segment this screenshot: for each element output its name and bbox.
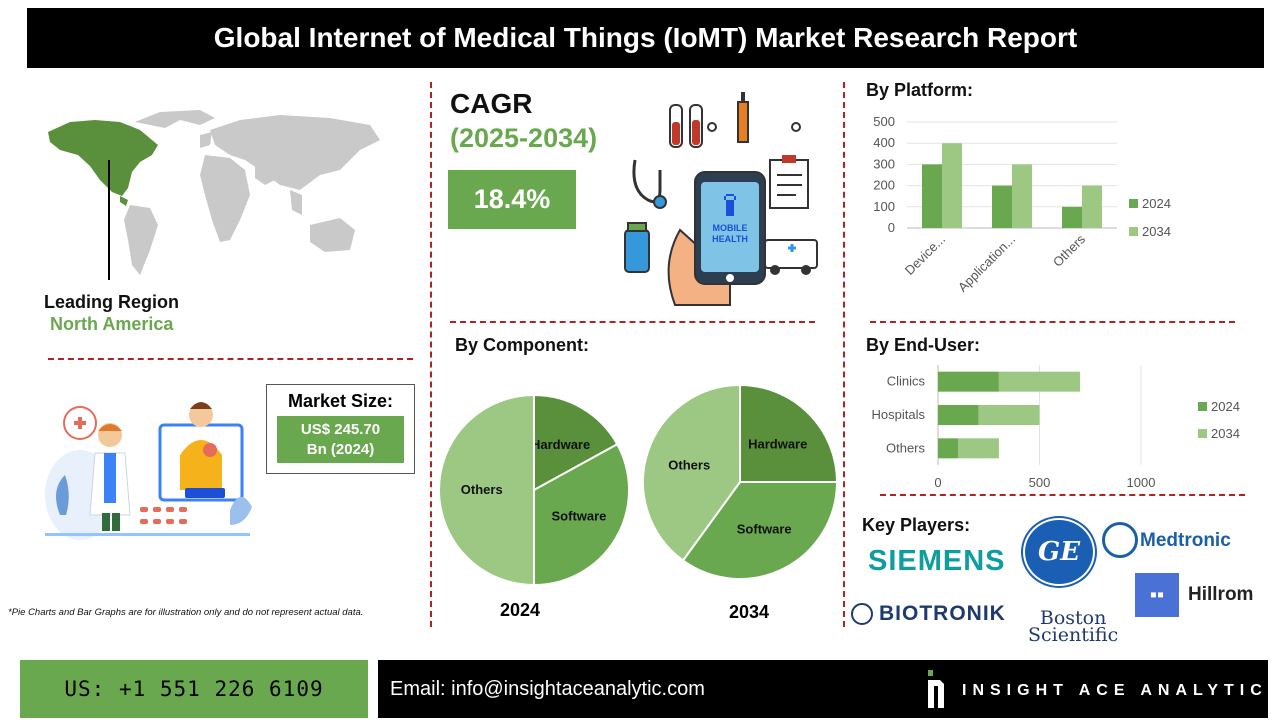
x-tick-label: Device... xyxy=(902,232,948,278)
enduser-bar-2024-2 xyxy=(938,405,979,425)
x-tick-label: Others xyxy=(1050,231,1089,270)
x-tick-label: 500 xyxy=(1029,475,1051,490)
brand-name: INSIGHT ACE ANALYTIC xyxy=(962,682,1268,699)
mobile-screen-text-1: MOBILE xyxy=(712,223,748,233)
boston-scientific-line1: Boston xyxy=(1039,607,1107,629)
pie-2024-year: 2024 xyxy=(500,600,541,620)
medtronic-icon xyxy=(1102,522,1138,558)
platform-bar-2034-2 xyxy=(1012,164,1032,228)
pie-slice-software-2024 xyxy=(533,442,630,587)
ge-logo: GE xyxy=(1023,518,1095,586)
y-tick-label: 0 xyxy=(888,220,895,235)
enduser-bar-2034-1 xyxy=(998,371,1081,392)
disclaimer-note: *Pie Charts and Bar Graphs are for illus… xyxy=(8,607,364,618)
pie-slice-others-2024 xyxy=(438,393,535,587)
y-tick-label: 200 xyxy=(873,178,895,193)
enduser-bar-2024-1 xyxy=(938,371,999,392)
legend-label-2024: 2024 xyxy=(1211,399,1240,414)
divider-left xyxy=(430,82,432,627)
market-size-label: Market Size: xyxy=(287,391,394,411)
boston-scientific-line2: Scientific xyxy=(1028,624,1119,646)
pie-slice-others-2034 xyxy=(642,383,741,562)
pie-slice-hardware-2024 xyxy=(533,393,619,492)
boston-scientific-logo: Boston Scientific xyxy=(1028,607,1119,646)
y-tick-label: Others xyxy=(886,440,926,455)
telemedicine-illustration-icon xyxy=(45,402,252,540)
leading-region-label: Leading Region xyxy=(44,292,179,312)
ge-logo-text: GE xyxy=(1037,537,1081,567)
cagr-period: (2025-2034) xyxy=(450,123,598,153)
biotronik-logo: BIOTRONIK xyxy=(879,602,1006,625)
platform-bar-chart: 0 100 200 300 400 500 Device... Application... O… xyxy=(873,114,1171,295)
pie-label-software: Software xyxy=(552,509,607,524)
y-tick-label: Clinics xyxy=(887,374,926,389)
legend-swatch-2024 xyxy=(1198,402,1207,411)
y-tick-label: 300 xyxy=(873,156,895,171)
legend-swatch-2034 xyxy=(1129,227,1138,236)
y-tick-label: 100 xyxy=(873,199,895,214)
key-players-title: Key Players: xyxy=(862,515,971,535)
pie-label-hardware: Hardware xyxy=(531,437,590,452)
component-pie-charts: Hardware Software Others Hardware Software Ot… xyxy=(438,383,839,587)
market-size-box: Market Size: US$ 245.70 Bn (2024) xyxy=(266,384,415,474)
enduser-bar-chart: 0 500 1000 Clinics Hospitals Others 2024 2034 xyxy=(872,365,1240,490)
legend-label-2024: 2024 xyxy=(1142,196,1171,211)
enduser-bar-2024-3 xyxy=(938,438,959,459)
pie-label-hardware: Hardware xyxy=(748,436,807,451)
market-size-value-line2: Bn (2024) xyxy=(306,440,375,458)
pie-label-others: Others xyxy=(668,458,710,473)
legend-swatch-2024 xyxy=(1129,199,1138,208)
platform-title: By Platform: xyxy=(866,80,974,100)
platform-bar-2024-3 xyxy=(1062,206,1082,228)
cagr-value: 18.4% xyxy=(448,170,576,229)
enduser-bar-2034-3 xyxy=(958,438,999,459)
market-size-value-line1: US$ 245.70 xyxy=(300,420,381,438)
mobile-screen-text-2: HEALTH xyxy=(712,234,748,244)
market-size-value: US$ 245.70 Bn (2024) xyxy=(277,416,404,463)
platform-bar-2034-3 xyxy=(1082,185,1102,228)
divider-right xyxy=(843,82,845,627)
y-tick-label: 400 xyxy=(873,135,895,150)
report-title: Global Internet of Medical Things (IoMT)… xyxy=(27,8,1264,68)
brand-logo-icon xyxy=(928,670,944,708)
x-tick-label: Application... xyxy=(955,232,1018,295)
world-map-icon xyxy=(48,110,380,275)
divider-enduser xyxy=(880,494,1245,496)
legend-label-2034: 2034 xyxy=(1211,426,1240,441)
footer-bar: Email: info@insightaceanalytic.com INSIG… xyxy=(378,660,1268,718)
divider-cagr xyxy=(450,321,815,323)
y-tick-label: Hospitals xyxy=(872,407,926,422)
x-tick-label: 1000 xyxy=(1127,475,1156,490)
siemens-logo: SIEMENS xyxy=(868,545,1006,577)
platform-bar-2024-2 xyxy=(992,185,1012,228)
medtronic-logo: Medtronic xyxy=(1140,530,1231,551)
pie-label-software: Software xyxy=(737,522,792,537)
x-tick-label: 0 xyxy=(934,475,941,490)
contact-email[interactable]: Email: info@insightaceanalytic.com xyxy=(390,678,705,700)
mobile-health-illustration: MOBILE HEALTH xyxy=(620,90,825,310)
enduser-bar-2034-2 xyxy=(978,405,1040,425)
biotronik-icon xyxy=(851,603,873,625)
mobile-health-icon xyxy=(624,92,818,306)
enduser-title: By End-User: xyxy=(866,335,981,355)
pie-label-others: Others xyxy=(461,482,503,497)
pie-slice-hardware-2034 xyxy=(739,383,839,483)
region-pointer-line xyxy=(108,160,110,280)
y-tick-label: 500 xyxy=(873,114,895,129)
divider-region xyxy=(48,358,413,360)
leading-region-value: North America xyxy=(50,314,174,334)
pie-2034-year: 2034 xyxy=(729,602,770,622)
hillrom-icon: ▪▪ xyxy=(1135,573,1179,617)
pie-slice-software-2034 xyxy=(681,481,839,580)
platform-bar-2024-1 xyxy=(922,164,942,228)
divider-platform xyxy=(870,321,1235,323)
cagr-label: CAGR xyxy=(450,88,533,119)
contact-phone[interactable]: US: +1 551 226 6109 xyxy=(20,660,368,718)
platform-bar-2034-1 xyxy=(942,143,962,228)
component-title: By Component: xyxy=(455,335,589,355)
legend-swatch-2034 xyxy=(1198,429,1207,438)
legend-label-2034: 2034 xyxy=(1142,224,1171,239)
hillrom-logo: Hillrom xyxy=(1188,584,1254,605)
